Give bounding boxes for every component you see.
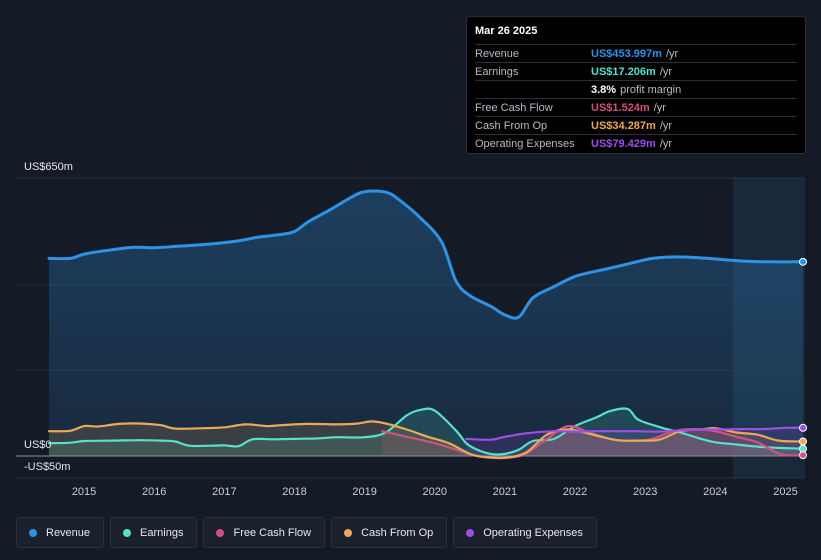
tooltip-label: Earnings [475,65,519,78]
legend-item-free-cash-flow[interactable]: Free Cash Flow [203,517,326,548]
tooltip-value: US$79.429m [591,137,656,150]
legend-label: Operating Expenses [483,526,583,539]
tooltip-unit: /yr [653,101,666,114]
y-axis-labels: US$650m US$0 -US$50m [24,161,73,473]
tooltip-unit: /yr [659,137,673,150]
tooltip-row: Revenue US$453.997m/yr [475,44,797,62]
x-tick-label: 2017 [212,486,236,498]
earnings-line [47,407,805,456]
tooltip-row: Cash From Op US$34.287m/yr [475,116,797,134]
x-tick-label: 2021 [493,486,517,498]
x-tick-label: 2018 [282,486,306,498]
x-tick-label: 2024 [703,486,727,498]
legend-item-operating-expenses[interactable]: Operating Expenses [453,517,597,548]
x-tick-label: 2019 [352,486,376,498]
legend-dot-icon [344,528,353,537]
tooltip-date: Mar 26 2025 [475,25,538,37]
legend-label: Free Cash Flow [233,526,312,539]
tooltip-unit: /yr [659,65,673,78]
tooltip-value: US$1.524m [591,101,650,114]
legend-dot-icon [466,528,475,537]
legend-label: Revenue [46,526,91,539]
tooltip-unit: /yr [665,47,679,60]
tooltip-unit: profit margin [620,83,682,96]
legend: Revenue Earnings Free Cash Flow Cash From O… [16,517,597,548]
tooltip-unit: /yr [659,119,673,132]
legend-dot-icon [123,528,132,537]
x-axis-labels: 2015 2016 2017 2018 2019 2020 2021 2022 2023 2024… [72,486,798,498]
tooltip-label: Operating Expenses [475,137,575,150]
y-tick-label: -US$50m [24,461,70,473]
y-tick-label: US$0 [24,439,52,451]
cash-from-op-area [49,421,803,458]
free-cash-flow-area [382,425,803,459]
earnings-area [49,408,803,456]
revenue-area [49,191,803,456]
x-tick-label: 2025 [773,486,797,498]
tooltip-label: Free Cash Flow [475,101,553,114]
legend-dot-icon [29,528,37,537]
x-tick-label: 2020 [423,486,447,498]
cash-from-op-line [47,420,805,460]
tooltip-value: 3.8% [591,83,617,96]
tooltip-label: Revenue [475,47,520,60]
legend-dot-icon [216,528,225,537]
operating-expenses-end-dot [799,423,807,432]
cash-from-op-end-dot [799,437,807,446]
legend-item-revenue[interactable]: Revenue [16,517,105,548]
tooltip-row: Earnings US$17.206m/yr [475,62,797,80]
hover-tooltip: Mar 26 2025 Revenue US$453.997m/yr Earning… [466,16,806,154]
series-lines [47,189,805,460]
x-tick-label: 2023 [633,486,657,498]
tooltip-row: Operating Expenses US$79.429m/yr [475,134,797,152]
legend-label: Earnings [140,526,184,539]
tooltip-row: 3.8% profit margin [475,80,797,98]
legend-item-cash-from-op[interactable]: Cash From Op [331,517,448,548]
tooltip-value: US$453.997m [591,47,662,60]
free-cash-flow-end-dot [799,451,807,460]
x-tick-label: 2016 [142,486,166,498]
tooltip-label: Cash From Op [475,119,548,132]
operating-expenses-line [465,426,805,441]
revenue-end-dot [799,257,807,266]
legend-label: Cash From Op [361,526,434,539]
series-areas [49,191,803,459]
y-tick-label: US$650m [24,161,73,173]
tooltip-value: US$17.206m [591,65,656,78]
legend-item-earnings[interactable]: Earnings [110,517,198,548]
x-tick-label: 2022 [563,486,587,498]
x-tick-label: 2015 [72,486,96,498]
revenue-line [47,189,805,320]
tooltip-value: US$34.287m [591,119,656,132]
tooltip-row: Free Cash Flow US$1.524m/yr [475,98,797,116]
series-end-dots [799,257,807,460]
